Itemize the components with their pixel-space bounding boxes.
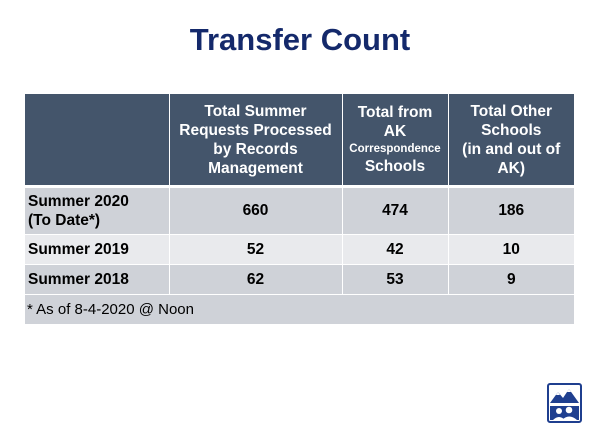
school-district-logo-icon xyxy=(547,383,582,423)
footnote-row: * As of 8-4-2020 @ Noon xyxy=(25,294,574,325)
cell-records-management: 52 xyxy=(169,234,343,265)
header-other-schools: Total Other Schools (in and out of AK) xyxy=(448,94,574,188)
header-records-management: Total Summer Requests Processed by Recor… xyxy=(169,94,343,188)
header-ak-correspondence: Total from AK Correspondence Schools xyxy=(342,94,449,188)
cell-ak-correspondence: 53 xyxy=(342,264,449,295)
footnote: * As of 8-4-2020 @ Noon xyxy=(25,294,574,325)
table-row: Summer 2020 (To Date*) 660 474 186 xyxy=(25,186,574,235)
cell-records-management: 62 xyxy=(169,264,343,295)
row-label: Summer 2018 xyxy=(25,264,170,295)
cell-other-schools: 9 xyxy=(448,264,574,295)
slide-title: Transfer Count xyxy=(189,22,411,57)
header-corner-cell xyxy=(25,94,170,188)
cell-other-schools: 186 xyxy=(448,186,574,235)
cell-ak-correspondence: 474 xyxy=(342,186,449,235)
cell-records-management: 660 xyxy=(169,186,343,235)
table-row: Summer 2018 62 53 9 xyxy=(25,264,574,295)
cell-ak-correspondence: 42 xyxy=(342,234,449,265)
row-label: Summer 2019 xyxy=(25,234,170,265)
cell-other-schools: 10 xyxy=(448,234,574,265)
row-label: Summer 2020 (To Date*) xyxy=(25,186,170,235)
table-header-row: Total Summer Requests Processed by Recor… xyxy=(25,94,574,188)
table-row: Summer 2019 52 42 10 xyxy=(25,234,574,265)
transfer-count-table: Total Summer Requests Processed by Recor… xyxy=(25,94,574,325)
